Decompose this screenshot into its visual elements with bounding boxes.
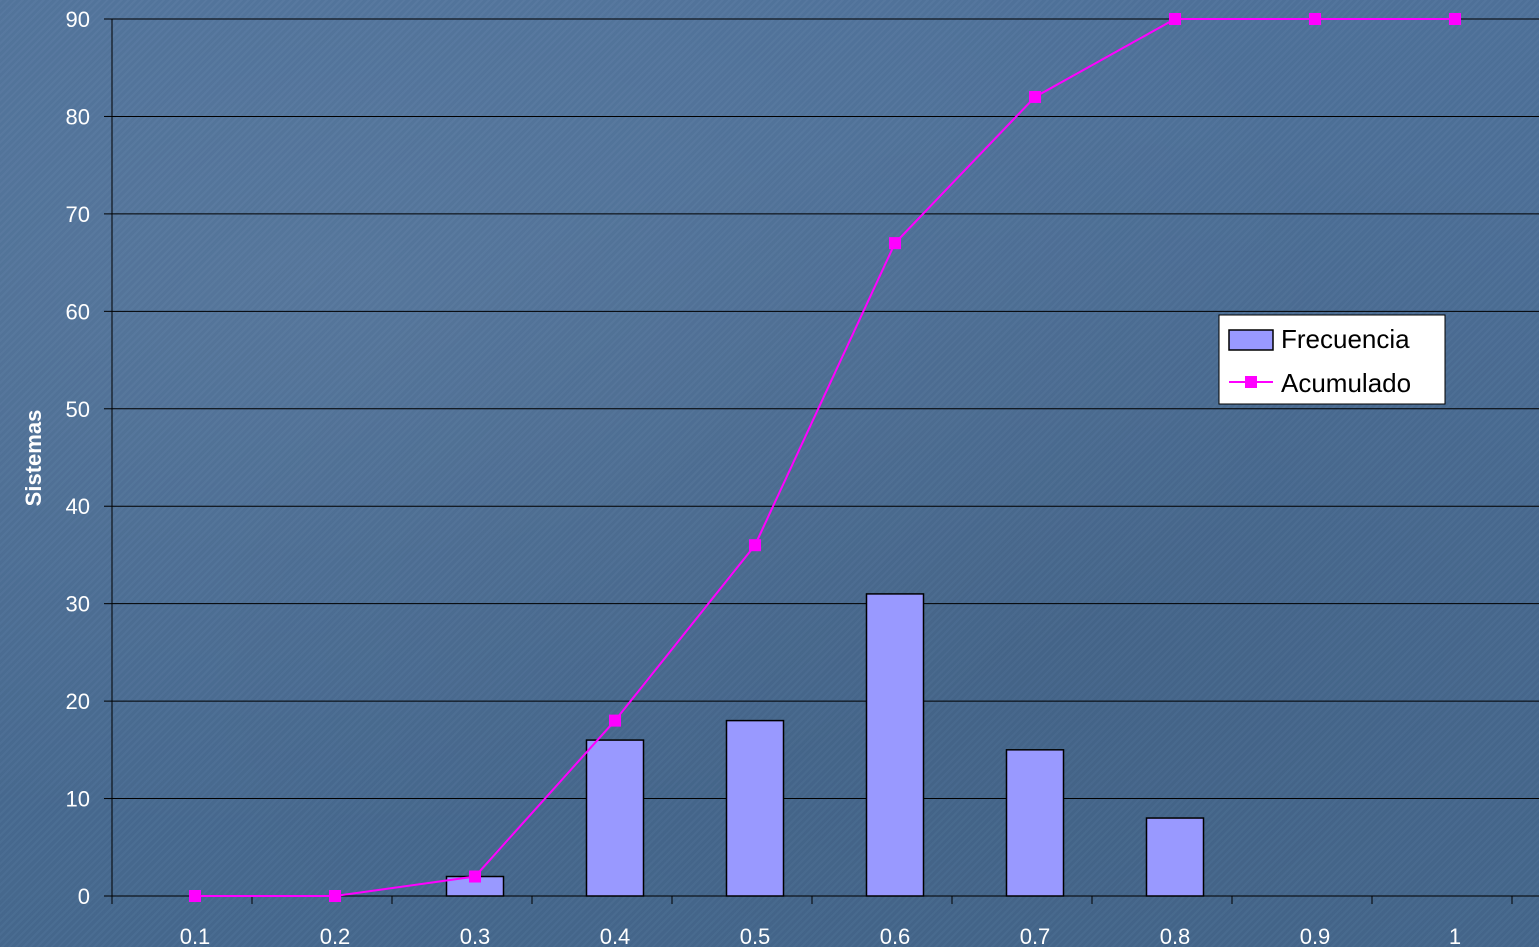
x-tick-label-0.2: 0.2 — [320, 924, 351, 947]
bar-0.7 — [1005, 749, 1065, 897]
y-tick-label-60: 60 — [66, 299, 90, 324]
y-tick-label-0: 0 — [78, 884, 90, 909]
y-tick-label-80: 80 — [66, 104, 90, 129]
acumulado-point-0.2 — [329, 890, 341, 902]
y-tick-label-70: 70 — [66, 202, 90, 227]
line-series — [189, 13, 1461, 902]
y-tick-label-10: 10 — [66, 787, 90, 812]
acumulado-point-0.5 — [749, 539, 761, 552]
x-tick-label-0.9: 0.9 — [1300, 924, 1331, 947]
acumulado-line — [195, 18, 1455, 897]
y-tick-label-30: 30 — [66, 592, 90, 617]
x-tick-label-0.3: 0.3 — [460, 924, 491, 947]
legend-acumulado-label: Acumulado — [1281, 368, 1411, 398]
x-tick-label-1: 1 — [1449, 924, 1461, 947]
acumulado-point-0.7 — [1029, 90, 1041, 103]
y-tick-label-40: 40 — [66, 494, 90, 519]
bar-0.5 — [725, 719, 785, 897]
acumulado-point-0.6 — [889, 237, 901, 250]
acumulado-point-1 — [1449, 13, 1461, 25]
acumulado-point-0.8 — [1169, 13, 1181, 25]
x-tick-label-0.1: 0.1 — [180, 924, 211, 947]
y-tick-label-50: 50 — [66, 397, 90, 422]
legend-bar-swatch — [1228, 329, 1274, 351]
x-tick-label-0.8: 0.8 — [1160, 924, 1191, 947]
x-tick-label-0.6: 0.6 — [880, 924, 911, 947]
legend-line-marker — [1245, 376, 1257, 388]
bar-0.4 — [585, 739, 645, 897]
legend-frecuencia-label: Frecuencia — [1281, 324, 1410, 354]
acumulado-point-0.1 — [189, 890, 201, 902]
bar-0.6 — [865, 593, 925, 897]
x-tick-label-0.5: 0.5 — [740, 924, 771, 947]
acumulado-point-0.9 — [1309, 13, 1321, 25]
bar-series — [445, 593, 1205, 897]
legend-box — [1218, 314, 1446, 405]
x-tick-label-0.4: 0.4 — [600, 924, 631, 947]
acumulado-point-0.3 — [469, 870, 481, 883]
acumulado-point-0.4 — [609, 714, 621, 727]
bar-0.8 — [1145, 817, 1205, 897]
y-axis-title: Sistemas — [21, 410, 46, 507]
y-tick-label-90: 90 — [66, 7, 90, 32]
tick-labels: 0 10 20 30 40 50 60 70 80 90 0.1 0.2 0.3 0.4 0.5 0.6 0.7… — [66, 7, 1462, 947]
x-tick-label-0.7: 0.7 — [1020, 924, 1051, 947]
y-tick-label-20: 20 — [66, 689, 90, 714]
gridlines — [112, 18, 1539, 800]
legend: Frecuencia Acumulado — [1218, 314, 1446, 405]
axes — [104, 18, 1539, 904]
